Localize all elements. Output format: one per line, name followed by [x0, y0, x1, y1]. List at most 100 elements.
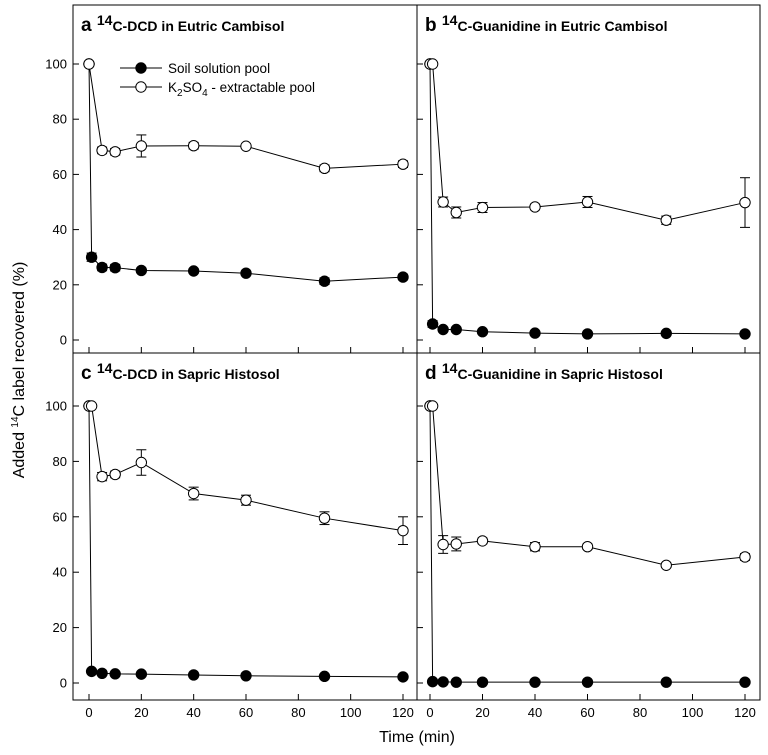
x-tick-label: 0 [85, 705, 92, 720]
data-point [85, 400, 98, 412]
x-tick-label: 80 [291, 705, 305, 720]
data-point [318, 162, 331, 175]
panel-title: b 14C-Guanidine in Eutric Cambisol [425, 12, 668, 36]
y-tick-label: 20 [53, 277, 67, 292]
data-point [187, 669, 200, 681]
x-tick-label: 100 [682, 705, 704, 720]
data-point [581, 328, 594, 340]
data-point [437, 196, 449, 208]
legend-marker [135, 62, 147, 74]
data-point [135, 140, 148, 152]
data-point [318, 512, 331, 524]
x-axis-label: Time (min) [379, 729, 455, 746]
data-point [187, 139, 200, 152]
y-tick-label: 80 [53, 112, 67, 127]
y-tick-label: 60 [53, 167, 67, 182]
y-tick-label: 80 [53, 454, 67, 469]
y-axis-label: Added 14C label recovered (%) [10, 262, 28, 479]
y-tick-label: 0 [60, 676, 67, 691]
panel-c: 0 20 40 60 80 100 0 20 40 60 80 100 120 c 14C-DCD in … [45, 352, 418, 720]
data-point [240, 670, 252, 682]
data-point [85, 665, 98, 678]
data-point [96, 667, 108, 680]
data-point [397, 158, 409, 170]
data-point [437, 323, 449, 336]
series-line [88, 405, 404, 678]
data-point [437, 538, 449, 551]
x-tick-label: 40 [186, 705, 200, 720]
x-tick-label: 40 [528, 705, 542, 720]
data-point [397, 524, 409, 537]
data-point [581, 676, 594, 688]
data-point [529, 541, 541, 553]
panel-title: a 14C-DCD in Eutric Cambisol [81, 12, 284, 36]
data-point [476, 676, 489, 688]
data-point [581, 196, 594, 208]
data-point [437, 676, 449, 688]
panel-a: 0 20 40 60 80 100 a 14C-DCD in Eutric Cambisol [45, 4, 418, 354]
y-tick-label: 60 [53, 509, 67, 524]
data-point [739, 196, 751, 209]
data-point [135, 456, 148, 469]
data-point [529, 327, 541, 339]
data-point [135, 264, 148, 277]
panel-frame [416, 4, 761, 354]
data-point [109, 261, 121, 274]
data-point [660, 327, 672, 340]
panel-d: 0 20 40 60 80 100 120 d 14C-Guanidine in Sapric… [416, 352, 761, 720]
data-point [96, 261, 108, 274]
panel-title: d 14C-Guanidine in Sapric Histosol [425, 360, 663, 384]
data-point [109, 668, 121, 680]
panels: 0 20 40 60 80 100 a 14C-DCD in Eutric Cambisol… [45, 4, 761, 720]
x-tick-label: 60 [580, 705, 594, 720]
y-tick-label: 40 [53, 565, 67, 580]
x-tick-label: 60 [239, 705, 253, 720]
x-tick-label: 120 [392, 705, 414, 720]
panel-frame [72, 352, 418, 701]
data-point [660, 214, 672, 226]
data-point [240, 267, 252, 279]
data-point [96, 470, 108, 483]
data-point [318, 275, 331, 287]
panel-title: c 14C-DCD in Sapric Histosol [81, 360, 280, 384]
data-point [85, 251, 98, 263]
data-point [109, 146, 121, 158]
y-tick-label: 100 [45, 399, 67, 414]
data-point [739, 676, 751, 688]
data-point [426, 58, 439, 70]
data-point [450, 206, 462, 219]
x-tick-label: 20 [475, 705, 489, 720]
panel-b: b 14C-Guanidine in Eutric Cambisol [416, 4, 761, 354]
x-tick-label: 20 [134, 705, 148, 720]
data-point [397, 671, 409, 683]
data-point [426, 318, 439, 330]
legend-label: Soil solution pool [168, 61, 270, 76]
series-line [89, 405, 404, 532]
data-point [739, 328, 751, 340]
data-point [397, 271, 409, 283]
data-point [187, 487, 200, 500]
y-tick-label: 100 [45, 57, 67, 72]
y-tick-label: 40 [53, 222, 67, 237]
x-tick-label: 80 [633, 705, 647, 720]
data-point [240, 494, 252, 506]
data-point [529, 201, 541, 213]
data-point [83, 58, 95, 70]
y-tick-label: 20 [53, 620, 67, 635]
panel-frame [72, 4, 418, 354]
y-tick-label: 0 [60, 333, 67, 348]
data-point [109, 468, 121, 481]
data-point [476, 326, 489, 338]
data-point [660, 559, 672, 571]
legend-marker [135, 81, 147, 93]
data-point [660, 676, 672, 688]
data-point [240, 140, 252, 152]
series-line [88, 63, 404, 282]
data-point [476, 201, 489, 214]
x-tick-label: 0 [426, 705, 433, 720]
data-point [529, 676, 541, 688]
panel-frame [416, 352, 761, 701]
data-point [476, 535, 489, 547]
